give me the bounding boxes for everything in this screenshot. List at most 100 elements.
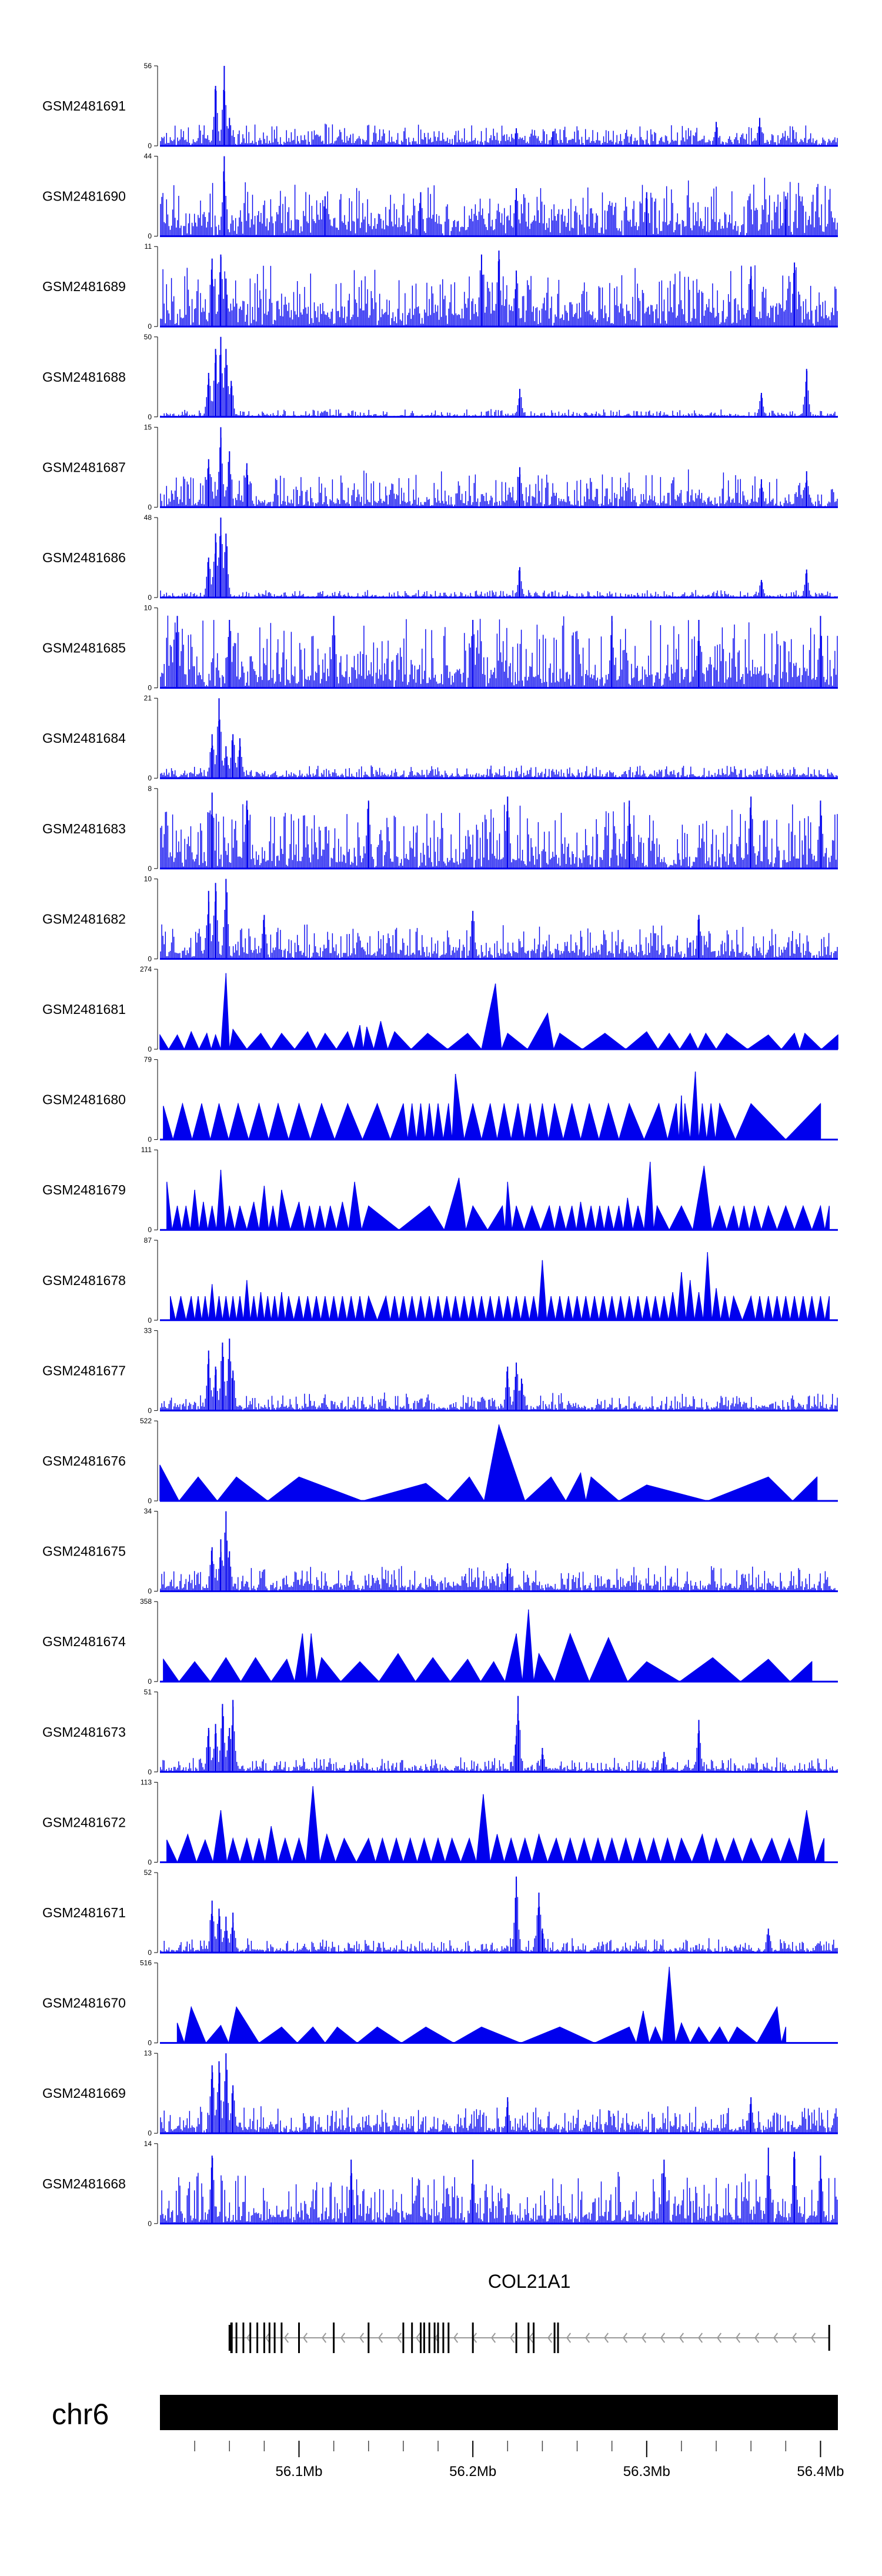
chromosome-ideogram: chr6: [52, 2395, 838, 2431]
track-GSM2481684: GSM2481684 21 0: [42, 694, 838, 782]
y-min-label: 0: [148, 1858, 152, 1866]
track-GSM2481668: GSM2481668 14 0: [42, 2140, 838, 2228]
y-min-label: 0: [148, 774, 152, 782]
signal-area: [163, 1609, 813, 1683]
track-GSM2481676: GSM2481676 522 0: [42, 1417, 838, 1505]
strand-arrow: [792, 2333, 797, 2343]
strand-arrow: [340, 2333, 346, 2343]
y-max-label: 44: [144, 152, 152, 161]
track-GSM2481674: GSM2481674 358 0: [42, 1597, 838, 1686]
gene-exon: [553, 2323, 556, 2353]
gene-exon: [828, 2325, 830, 2351]
y-max-label: 522: [140, 1417, 152, 1425]
track-GSM2481682: GSM2481682 10 0: [42, 875, 838, 963]
track-label: GSM2481686: [42, 550, 126, 565]
gene-exon: [228, 2325, 231, 2351]
track-label: GSM2481679: [42, 1182, 126, 1197]
gene-exon: [533, 2323, 535, 2353]
strand-arrow: [811, 2333, 816, 2343]
track-GSM2481677: GSM2481677 33 0: [42, 1326, 838, 1414]
gene-exon: [420, 2323, 422, 2353]
signal-bars: [160, 1520, 838, 1591]
gene-exon: [235, 2323, 238, 2353]
chromosome-label: chr6: [52, 2398, 109, 2431]
signal-bars: [160, 535, 838, 598]
track-GSM2481670: GSM2481670 516 0: [42, 1959, 838, 2047]
strand-arrow: [717, 2333, 722, 2343]
chromosome-band: [160, 2395, 838, 2430]
gene-track: COL21A1: [228, 2271, 830, 2353]
track-label: GSM2481684: [42, 730, 126, 746]
strand-arrow: [679, 2333, 684, 2343]
gene-exon: [333, 2323, 335, 2353]
y-max-label: 113: [141, 1778, 152, 1786]
signal-bars: [160, 355, 838, 417]
signal-bars: [160, 2154, 838, 2224]
strand-arrow: [660, 2333, 666, 2343]
strand-arrow: [416, 2333, 421, 2343]
track-GSM2481690: GSM2481690 44 0: [42, 152, 838, 241]
strand-arrow: [303, 2333, 308, 2343]
strand-arrow: [642, 2333, 647, 2343]
y-max-label: 358: [140, 1597, 152, 1606]
y-max-label: 11: [145, 242, 152, 251]
signal-area: [159, 1423, 817, 1502]
track-GSM2481685: GSM2481685 10 0: [42, 604, 838, 692]
y-min-label: 0: [148, 1406, 152, 1414]
y-max-label: 33: [144, 1326, 152, 1334]
track-GSM2481686: GSM2481686 48 0: [42, 513, 838, 602]
y-min-label: 0: [148, 1948, 152, 1957]
track-label: GSM2481673: [42, 1724, 126, 1740]
gene-exon: [442, 2323, 445, 2353]
signal-bars: [160, 615, 838, 688]
gene-exon: [557, 2323, 559, 2353]
gene-exon: [527, 2323, 530, 2353]
strand-arrow: [453, 2333, 459, 2343]
strand-arrow: [397, 2333, 402, 2343]
track-label: GSM2481690: [42, 189, 126, 204]
y-min-label: 0: [148, 1136, 152, 1144]
y-max-label: 111: [141, 1146, 152, 1154]
strand-arrow: [754, 2333, 760, 2343]
signal-bars: [160, 1340, 838, 1411]
coord-tick-label: 56.1Mb: [275, 2464, 322, 2480]
track-GSM2481678: GSM2481678 87 0: [42, 1236, 838, 1324]
y-min-label: 0: [148, 955, 152, 963]
y-max-label: 10: [144, 604, 152, 612]
track-GSM2481688: GSM2481688 50 0: [42, 333, 838, 421]
y-min-label: 0: [148, 322, 152, 331]
signal-bars: [160, 438, 838, 508]
y-max-label: 10: [144, 875, 152, 883]
signal-bars: [160, 802, 838, 869]
track-label: GSM2481689: [42, 279, 126, 294]
coord-tick-label: 56.3Mb: [623, 2464, 670, 2480]
y-min-label: 0: [148, 1226, 152, 1234]
track-GSM2481687: GSM2481687 15 0: [42, 423, 838, 511]
track-label: GSM2481691: [42, 98, 126, 114]
signal-tracks: GSM2481691560GSM2481690440GSM2481689110G…: [42, 62, 838, 2228]
signal-bars: [160, 89, 838, 146]
track-label: GSM2481682: [42, 911, 126, 926]
strand-arrow: [604, 2333, 609, 2343]
y-min-label: 0: [148, 1316, 152, 1324]
strand-arrow: [698, 2333, 703, 2343]
y-max-label: 274: [140, 965, 152, 973]
y-min-label: 0: [148, 1768, 152, 1776]
track-GSM2481680: GSM2481680 79 0: [42, 1056, 838, 1144]
strand-arrow: [510, 2333, 515, 2343]
y-min-label: 0: [148, 2220, 152, 2228]
y-max-label: 52: [144, 1868, 152, 1877]
track-label: GSM2481668: [42, 2176, 126, 2191]
signal-area: [166, 1786, 824, 1864]
gene-exon: [368, 2323, 370, 2353]
gene-exon: [263, 2323, 265, 2353]
y-min-label: 0: [148, 1045, 152, 1053]
track-label: GSM2481669: [42, 2086, 126, 2101]
gene-exon: [411, 2323, 413, 2353]
track-label: GSM2481678: [42, 1273, 126, 1288]
y-max-label: 13: [144, 2049, 152, 2057]
signal-bars: [160, 719, 838, 779]
y-max-label: 516: [140, 1959, 152, 1967]
track-label: GSM2481688: [42, 369, 126, 385]
